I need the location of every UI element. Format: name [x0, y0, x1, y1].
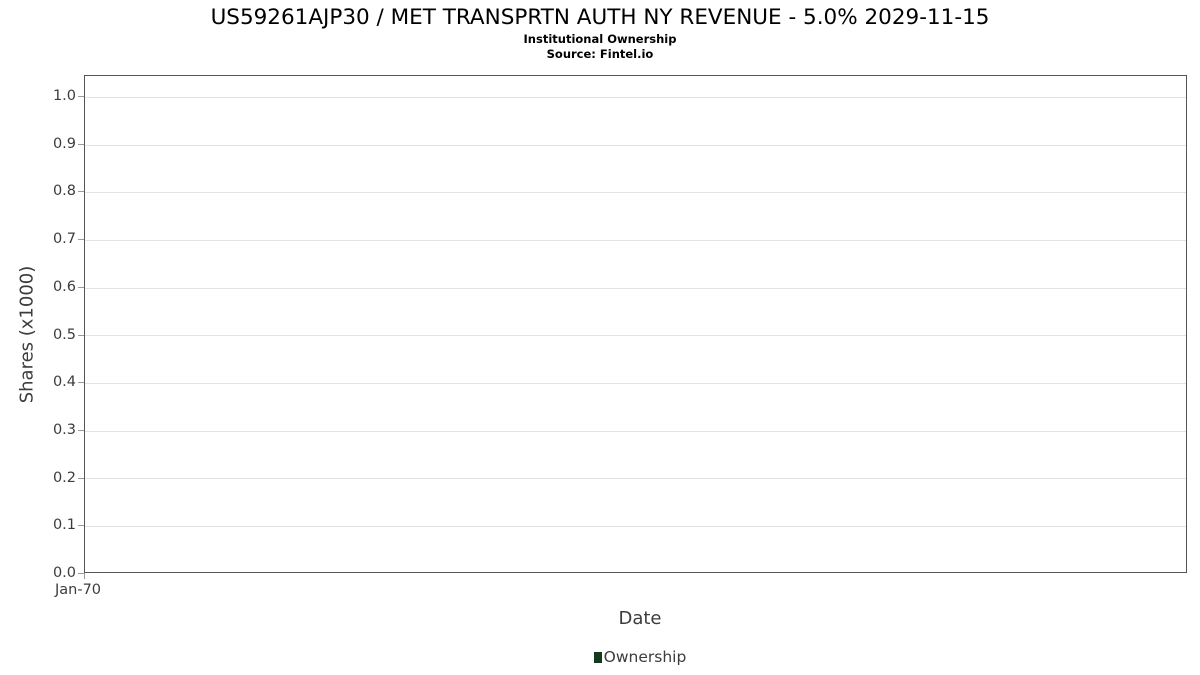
chart-subtitle: Institutional Ownership	[523, 32, 677, 46]
x-tick-mark-1	[84, 573, 85, 579]
gridline-5	[85, 287, 1186, 289]
plot-area	[84, 75, 1187, 573]
gridline-2	[85, 144, 1186, 146]
y-tick-label-6: 0.5	[52, 326, 76, 343]
x-axis-title: Date	[618, 608, 662, 629]
y-tick-mark-4	[78, 239, 84, 241]
chart-legend: Ownership	[0, 648, 1200, 666]
y-tick-mark-5	[78, 286, 84, 288]
legend-item-ownership[interactable]: Ownership	[593, 648, 687, 666]
gridline-8	[85, 430, 1186, 432]
gridline-1	[85, 96, 1186, 98]
gridline-7	[85, 383, 1186, 384]
y-tick-mark-8	[78, 429, 84, 431]
y-tick-label-4: 0.7	[52, 231, 76, 248]
y-tick-mark-9	[78, 477, 84, 479]
y-tick-label-8: 0.3	[52, 421, 76, 438]
y-tick-label-10: 0.1	[52, 517, 76, 534]
y-tick-label-7: 0.4	[52, 374, 76, 391]
y-tick-label-1: 1.0	[52, 88, 76, 104]
y-tick-label-11: 0.0	[52, 565, 76, 581]
x-tick-label-1: Jan-70	[55, 582, 102, 598]
y-tick-mark-3	[78, 191, 84, 193]
y-tick-mark-7	[78, 382, 84, 384]
y-tick-mark-6	[78, 334, 84, 336]
legend-item-label: Ownership	[603, 648, 687, 666]
y-tick-label-5: 0.6	[52, 278, 76, 295]
y-tick-label-2: 0.9	[52, 135, 76, 152]
y-tick-mark-10	[78, 525, 84, 527]
y-tick-label-9: 0.2	[52, 469, 76, 486]
legend-swatch-icon	[593, 651, 602, 663]
chart-header: US59261AJP30 / MET TRANSPRTN AUTH NY REV…	[0, 0, 1200, 62]
y-tick-mark-2	[78, 143, 84, 145]
y-axis-title: Shares (x1000)	[16, 265, 38, 404]
page-title: US59261AJP30 / MET TRANSPRTN AUTH NY REV…	[210, 5, 990, 30]
gridline-3	[85, 192, 1186, 194]
gridline-9	[85, 478, 1186, 480]
gridline-6	[85, 335, 1186, 337]
y-tick-mark-11	[78, 573, 84, 574]
chart-source-attribution: Source: Fintel.io	[546, 47, 654, 61]
data-series-layer	[85, 76, 1188, 574]
gridline-4	[85, 239, 1186, 241]
y-tick-mark-1	[78, 96, 84, 97]
y-tick-label-3: 0.8	[52, 183, 76, 200]
gridline-10	[85, 526, 1186, 528]
